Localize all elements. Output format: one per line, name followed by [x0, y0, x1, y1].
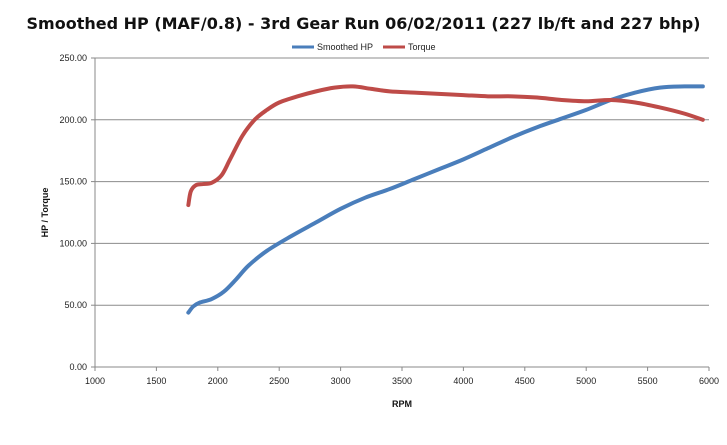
y-tick-label: 100.00	[59, 238, 87, 248]
y-axis-title: HP / Torque	[40, 188, 50, 238]
legend-label-smoothed-hp: Smoothed HP	[317, 42, 373, 52]
gridlines	[95, 57, 709, 306]
x-tick-label: 1500	[146, 376, 166, 386]
x-tick-label: 4500	[515, 376, 535, 386]
y-tick-label: 150.00	[59, 177, 87, 187]
x-tick-label: 5000	[576, 376, 596, 386]
x-tick-label: 4000	[453, 376, 473, 386]
y-tick-label: 200.00	[59, 115, 87, 125]
x-tick-label: 1000	[85, 376, 105, 386]
series-lines	[186, 84, 705, 315]
x-tick-label: 2000	[208, 376, 228, 386]
y-tick-label: 0.00	[69, 362, 87, 372]
legend-label-torque: Torque	[408, 42, 436, 52]
x-axis-title: RPM	[392, 399, 412, 409]
x-tick-label: 3000	[331, 376, 351, 386]
series-line-torque	[186, 84, 705, 208]
legend: Smoothed HP Torque	[292, 42, 436, 52]
chart-title: Smoothed HP (MAF/0.8) - 3rd Gear Run 06/…	[26, 14, 701, 33]
x-tick-label: 6000	[699, 376, 719, 386]
y-tick-label: 250.00	[59, 53, 87, 63]
x-tick-label: 2500	[269, 376, 289, 386]
x-tick-label: 3500	[392, 376, 412, 386]
y-tick-label: 50.00	[64, 300, 87, 310]
axis-ticks: 0.00 50.00 100.00 150.00 200.00 250.00 1000 150…	[59, 53, 719, 386]
x-tick-label: 5500	[638, 376, 658, 386]
